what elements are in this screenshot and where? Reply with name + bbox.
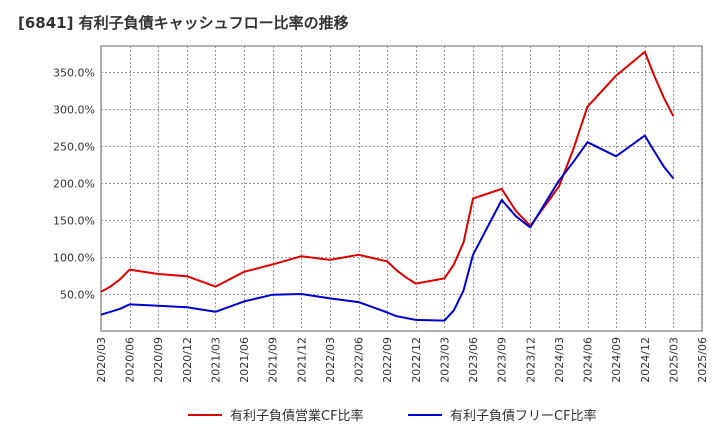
x-tick-label: 2020/03 <box>95 337 108 383</box>
y-tick-label: 200.0% <box>53 178 95 191</box>
series-line-1 <box>100 134 675 322</box>
x-tick-label: 2023/09 <box>496 337 509 383</box>
x-tick-label: 2022/09 <box>381 337 394 383</box>
y-tick-label: 250.0% <box>53 141 95 154</box>
x-tick-label: 2024/03 <box>553 337 566 383</box>
x-tick-label: 2021/03 <box>209 337 222 383</box>
x-tick-label: 2024/09 <box>610 337 623 383</box>
x-axis: 2020/03 2020/06 2020/09 2020/12 2021/03 2021/… <box>95 337 709 383</box>
x-tick-label: 2020/12 <box>181 337 194 383</box>
y-tick-label: 100.0% <box>53 252 95 265</box>
x-tick-label: 2021/06 <box>238 337 251 383</box>
legend-label-free-cf: 有利子負債フリーCF比率 <box>450 408 597 424</box>
x-tick-label: 2022/03 <box>324 337 337 383</box>
x-tick-label: 2021/09 <box>267 337 280 383</box>
x-tick-label: 2022/12 <box>410 337 423 383</box>
x-tick-label: 2024/12 <box>639 337 652 383</box>
vertical-gridlines <box>101 46 703 331</box>
series-line-0 <box>100 50 675 293</box>
plot-frame <box>100 45 703 332</box>
x-tick-label: 2023/06 <box>467 337 480 383</box>
y-tick-label: 50.0% <box>60 289 95 302</box>
x-tick-label: 2021/12 <box>295 337 308 383</box>
x-tick-label: 2023/12 <box>524 337 537 383</box>
y-tick-label: 150.0% <box>53 215 95 228</box>
horizontal-gridlines <box>101 72 702 295</box>
x-tick-label: 2024/06 <box>582 337 595 383</box>
y-axis: 50.0% 100.0% 150.0% 200.0% 250.0% 300.0% 350.0… <box>53 67 95 302</box>
x-tick-label: 2022/06 <box>353 337 366 383</box>
x-tick-label: 2025/03 <box>667 337 680 383</box>
x-tick-label: 2020/09 <box>152 337 165 383</box>
chart-title: [6841] 有利子負債キャッシュフロー比率の推移 <box>18 14 349 32</box>
x-tick-label: 2020/06 <box>124 337 137 383</box>
x-tick-label: 2023/03 <box>438 337 451 383</box>
y-tick-label: 350.0% <box>53 67 95 80</box>
series-lines <box>100 50 675 322</box>
legend: 有利子負債営業CF比率 有利子負債フリーCF比率 <box>188 408 597 424</box>
y-tick-label: 300.0% <box>53 104 95 117</box>
legend-label-operating-cf: 有利子負債営業CF比率 <box>230 408 364 424</box>
x-tick-label: 2025/06 <box>696 337 709 383</box>
